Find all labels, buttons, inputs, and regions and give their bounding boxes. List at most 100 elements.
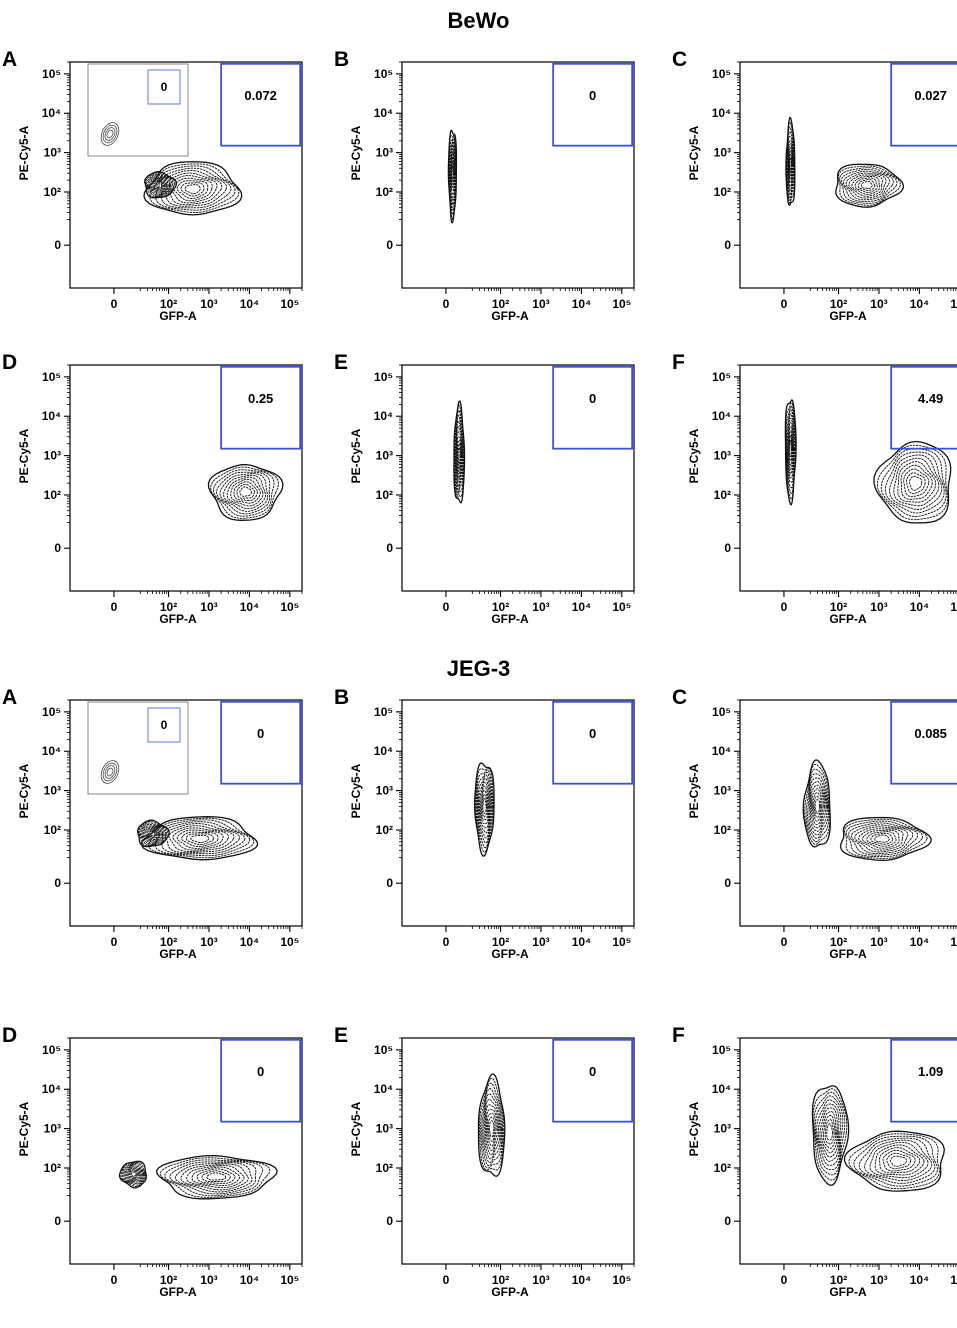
y-tick-label: 0 <box>54 238 61 252</box>
y-tick-label: 10⁵ <box>374 370 393 384</box>
contour-line <box>142 826 162 843</box>
y-tick-label: 10² <box>376 823 393 837</box>
y-tick-label: 10⁵ <box>42 370 61 384</box>
contour-line <box>450 148 455 196</box>
contour-line <box>870 832 894 845</box>
contour-line <box>862 829 900 849</box>
panel-letter: C <box>672 48 688 71</box>
panel-jeg3-b: B 0 0 10² 10² 10³ 10³ 10⁴ 10⁴ 10⁵ 10⁵ GFP-A PE-Cy5-A… <box>334 686 636 990</box>
x-tick-label: 10² <box>830 1273 847 1287</box>
inset-gate <box>147 707 181 743</box>
contour-line <box>118 1160 147 1189</box>
y-tick-label: 10⁴ <box>712 1082 731 1096</box>
contour-line <box>785 116 796 207</box>
y-tick-label: 10² <box>44 488 61 502</box>
contour-line <box>475 769 493 849</box>
inset-frame <box>87 701 189 795</box>
contour-line <box>454 414 464 494</box>
contour-plot: 0 0 10² 10² 10³ 10³ 10⁴ 10⁴ 10⁵ 10⁵ GFP-A PE-Cy5-A 0 <box>349 1037 635 1299</box>
contour-line <box>219 473 269 512</box>
plot-frame <box>739 61 957 289</box>
x-tick-label: 10⁵ <box>280 1273 299 1287</box>
contour-line <box>153 180 165 190</box>
contour-plot: 0 0 10² 10² 10³ 10³ 10⁴ 10⁴ 10⁵ 10⁵ GFP-A PE-Cy5-A 0 <box>349 364 635 626</box>
contour-line <box>145 172 176 198</box>
contour-plot: 0 0 10² 10² 10³ 10³ 10⁴ 10⁴ 10⁵ 10⁵ GFP-A PE-Cy5-A 1… <box>687 1037 957 1299</box>
contour-line <box>449 144 456 201</box>
y-tick-label: 10⁵ <box>712 67 731 81</box>
contour-line <box>174 1162 253 1193</box>
contour-line <box>149 177 169 194</box>
x-tick-label: 10⁴ <box>572 935 591 949</box>
plot-frame <box>739 699 957 927</box>
x-tick-label: 10⁴ <box>910 600 929 614</box>
contour-line <box>808 777 828 836</box>
y-axis-label: PE-Cy5-A <box>687 428 701 483</box>
x-tick-label: 10³ <box>532 297 549 311</box>
contour-line <box>788 153 793 176</box>
contour-line <box>226 476 264 507</box>
contour-line <box>817 1103 840 1162</box>
contour-line <box>851 176 880 195</box>
gate-rectangle <box>552 1038 634 1123</box>
contour-line <box>169 1161 257 1195</box>
gate-value: 0 <box>257 726 264 741</box>
contour-line <box>213 469 275 517</box>
contour-plot: 0 0 10² 10² 10³ 10³ 10⁴ 10⁴ 10⁵ 10⁵ GFP-A PE-Cy5-A 0 <box>349 61 635 323</box>
contour-line <box>191 1166 241 1186</box>
contour-line <box>130 1170 138 1178</box>
gate-rectangle <box>890 365 957 450</box>
inset-plot: 0 <box>87 63 189 157</box>
gate-value: 0 <box>589 88 596 103</box>
plot-frame <box>401 364 635 592</box>
contour-line <box>482 798 487 814</box>
gate-value: 0 <box>589 726 596 741</box>
contour-line <box>837 165 901 206</box>
plot-frame <box>69 1037 303 1265</box>
y-tick-label: 10⁵ <box>42 705 61 719</box>
y-tick-label: 0 <box>386 541 393 555</box>
x-tick-label: 10³ <box>870 600 887 614</box>
contour-line <box>155 181 164 189</box>
gate-rectangle <box>552 365 634 450</box>
plot-frame <box>739 1037 957 1265</box>
contour-line <box>814 799 820 815</box>
x-tick-label: 10² <box>492 297 509 311</box>
contour-line <box>848 1133 940 1190</box>
contour-group <box>784 398 952 524</box>
y-tick-label: 0 <box>54 876 61 890</box>
contour-line <box>788 434 793 462</box>
x-tick-label: 0 <box>781 297 788 311</box>
contour-line <box>845 820 924 858</box>
contour-group <box>207 463 284 521</box>
contour-plot: 0 0 10² 10² 10³ 10³ 10⁴ 10⁴ 10⁵ 10⁵ GFP-A PE-Cy5-A 0… <box>17 364 303 626</box>
panel-bewo-a: A 0 0 10² 10² 10³ 10³ 10⁴ 10⁴ 10⁵ 10⁵ GFP-A PE-Cy5-A… <box>2 48 304 352</box>
x-tick-label: 10⁴ <box>910 935 929 949</box>
contour-line <box>147 175 172 197</box>
x-tick-label: 10² <box>160 935 177 949</box>
y-axis-label: PE-Cy5-A <box>17 1101 31 1156</box>
contour-line <box>886 1152 912 1170</box>
contour-line <box>787 426 794 471</box>
contour-line <box>176 829 224 849</box>
x-tick-label: 10⁵ <box>950 297 957 311</box>
contour-line <box>172 827 229 851</box>
gate-value: 0.072 <box>244 88 277 103</box>
y-axis-label: PE-Cy5-A <box>17 763 31 818</box>
y-tick-label: 10³ <box>44 449 61 463</box>
x-tick-label: 10⁴ <box>572 600 591 614</box>
contour-line <box>140 823 165 845</box>
gate-rectangle <box>890 700 957 785</box>
contour-group <box>811 1085 945 1192</box>
contour-line <box>149 831 156 837</box>
panel-jeg3-c: C 0 0 10² 10² 10³ 10³ 10⁴ 10⁴ 10⁵ 10⁵ GFP-A PE-Cy5-A… <box>672 686 957 990</box>
contour-line <box>874 834 890 843</box>
y-tick-label: 10⁵ <box>712 370 731 384</box>
gate-rectangle <box>220 1038 302 1123</box>
contour-line <box>812 792 823 822</box>
contour-line <box>839 167 898 204</box>
gate-rectangle <box>220 365 302 450</box>
y-tick-label: 0 <box>724 541 731 555</box>
contour-line <box>908 476 923 491</box>
contour-line <box>146 173 174 197</box>
